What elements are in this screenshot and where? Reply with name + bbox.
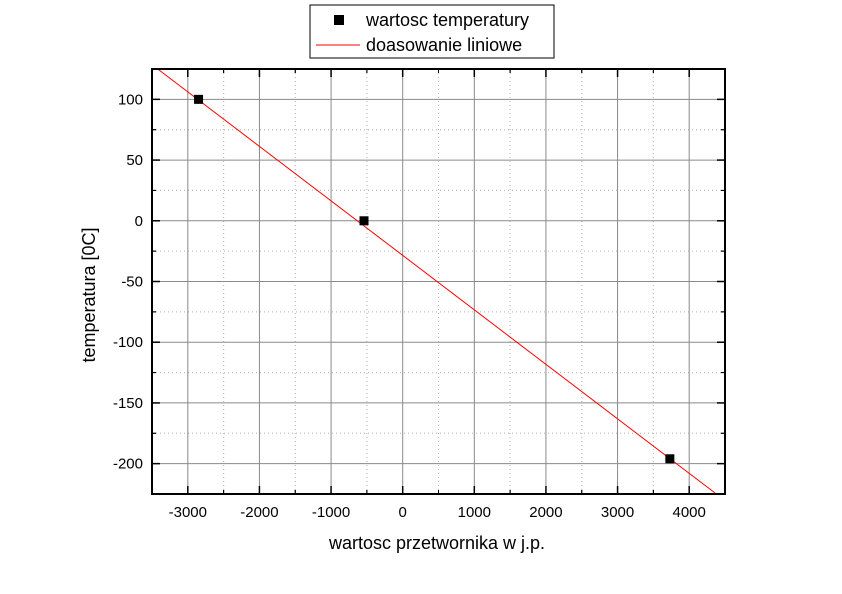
grid (152, 69, 725, 494)
fit-line (157, 68, 717, 495)
y-tick-label: 50 (126, 152, 143, 169)
data-layer (157, 68, 717, 495)
y-axis-title: temperatura [0C] (79, 227, 99, 362)
x-tick-label: 0 (399, 504, 407, 521)
y-tick-label: -50 (121, 274, 143, 291)
tick-labels: -3000 -2000 -1000 0 1000 2000 3000 4000 100 50 0 -5… (113, 91, 706, 521)
legend: wartosc temperatury doasowanie liniowe (309, 4, 555, 59)
x-tick-label: 1000 (458, 504, 491, 521)
x-tick-label: -1000 (312, 504, 350, 521)
data-point-marker (359, 216, 369, 226)
legend-box (309, 4, 555, 59)
legend-label-series-1: wartosc temperatury (365, 10, 529, 30)
data-point-marker (665, 454, 675, 464)
y-tick-label: -100 (113, 334, 143, 351)
x-tick-label: 2000 (529, 504, 562, 521)
legend-marker-square (334, 15, 344, 25)
legend-label-series-2: doasowanie liniowe (366, 35, 522, 55)
y-tick-label: -150 (113, 395, 143, 412)
x-tick-label: 4000 (673, 504, 706, 521)
y-tick-label: 100 (118, 91, 143, 108)
y-tick-label: -200 (113, 456, 143, 473)
x-tick-label: 3000 (601, 504, 634, 521)
ticks (152, 69, 725, 494)
y-tick-label: 0 (135, 213, 143, 230)
data-point-marker (194, 94, 204, 104)
x-tick-label: -2000 (240, 504, 278, 521)
x-tick-label: -3000 (169, 504, 207, 521)
x-axis-title: wartosc przetwornika w j.p. (328, 533, 545, 553)
